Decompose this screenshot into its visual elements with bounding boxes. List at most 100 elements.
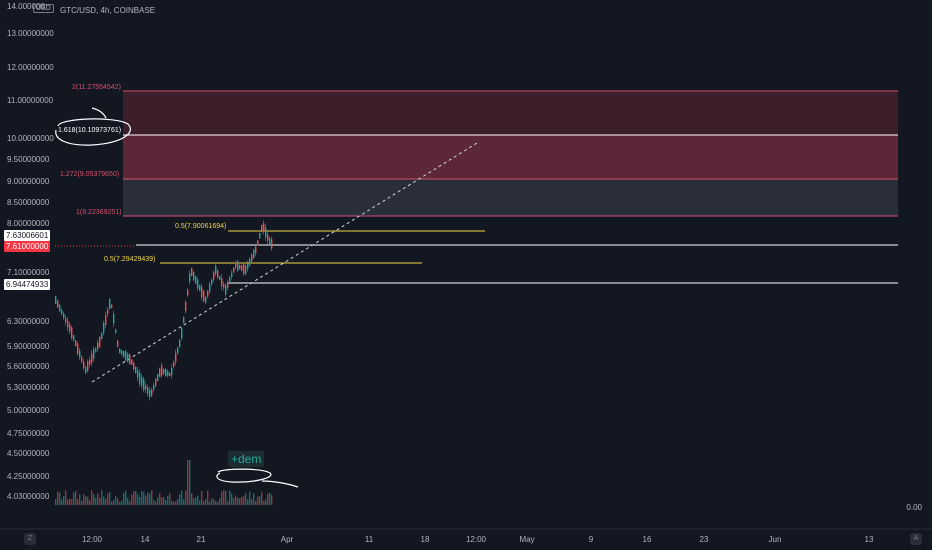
currency-tag[interactable]: USD (33, 4, 54, 13)
price-axis-label: 5.00000000 (7, 406, 50, 415)
volume-bar (127, 497, 129, 505)
candle-body (115, 329, 117, 333)
volume-bar (91, 490, 93, 505)
volume-bar (73, 492, 75, 505)
candle-body (125, 351, 127, 361)
volume-bar (189, 460, 191, 505)
price-axis-label: 13.00000000 (7, 29, 54, 38)
candle-body (249, 258, 251, 266)
volume-bar (95, 497, 97, 505)
time-axis-label: 11 (364, 535, 374, 544)
time-axis-label: 12:00 (81, 535, 103, 544)
candle-body (189, 273, 191, 282)
candle-body (149, 390, 151, 397)
volume-bar (105, 498, 107, 505)
volume-bar (139, 497, 141, 505)
volume-bar (133, 491, 135, 505)
volume-series (55, 460, 273, 505)
candle-body (177, 347, 179, 354)
fib-zone-1272-1 (123, 179, 898, 216)
price-axis-label: 4.50000000 (7, 449, 50, 458)
volume-bar (241, 497, 243, 505)
volume-bar (219, 498, 221, 505)
candle-body (103, 323, 105, 333)
volume-bar (167, 495, 169, 505)
candle-body (77, 343, 79, 354)
volume-bar (59, 492, 61, 505)
price-axis-label: 8.00000000 (7, 219, 50, 228)
volume-axis-zero: 0.00 (906, 503, 922, 512)
candle-body (223, 284, 225, 288)
volume-bar (175, 501, 177, 505)
volume-bar (115, 496, 117, 505)
time-axis-label: 16 (642, 535, 652, 544)
volume-bar (207, 490, 209, 505)
candle-body (71, 327, 73, 339)
candle-body (243, 264, 245, 274)
candle-body (67, 320, 69, 328)
candle-body (217, 270, 219, 278)
volume-bar (165, 500, 167, 505)
volume-bar (227, 501, 229, 505)
candle-body (161, 365, 163, 376)
candle-body (105, 315, 107, 325)
volume-bar (141, 491, 143, 505)
price-axis-label: 4.03000000 (7, 492, 50, 501)
auto-scale-button[interactable]: A (910, 533, 922, 545)
volume-bar (181, 490, 183, 505)
volume-bar (137, 493, 139, 505)
candle-body (267, 234, 269, 241)
volume-bar (77, 499, 79, 505)
volume-bar (83, 494, 85, 505)
candlestick-series[interactable] (55, 220, 273, 401)
zoom-button[interactable]: Z (24, 533, 36, 545)
hand-drawn-circle[interactable] (55, 107, 131, 146)
volume-bar (111, 501, 113, 505)
fib-label-1: 1(8.22369251) (76, 209, 122, 216)
volume-bar (161, 497, 163, 505)
volume-bar (201, 490, 203, 505)
volume-bar (247, 498, 249, 505)
volume-bar (93, 494, 95, 505)
volume-bar (171, 500, 173, 505)
volume-bar (179, 494, 181, 505)
volume-bar (67, 499, 69, 505)
volume-bar (63, 496, 65, 505)
candle-body (155, 378, 157, 387)
volume-bar (229, 490, 231, 505)
volume-bar (223, 490, 225, 505)
volume-bar (57, 491, 59, 505)
price-axis-label: 8.50000000 (7, 198, 50, 207)
volume-bar (65, 490, 67, 505)
volume-bar (217, 501, 219, 505)
volume-bar (117, 498, 119, 505)
time-axis-label: Jun (768, 535, 782, 544)
candle-body (165, 368, 167, 377)
volume-bar (267, 493, 269, 505)
candle-body (221, 277, 223, 287)
volume-bar (69, 498, 71, 505)
volume-bar (79, 494, 81, 505)
symbol-title[interactable]: GTC/USD, 4h, COINBASE (60, 6, 156, 15)
candle-body (187, 289, 189, 296)
last-price-tag: 7.61000000 (4, 241, 51, 252)
price-axis-label: 5.30000000 (7, 383, 50, 392)
candle-body (207, 291, 209, 297)
text-annotation[interactable]: +dem (228, 451, 265, 467)
volume-bar (129, 501, 131, 505)
volume-bar (125, 490, 127, 505)
price-axis-label: 11.00000000 (7, 96, 54, 105)
candle-body (123, 351, 125, 358)
volume-bar (195, 497, 197, 505)
volume-bar (245, 493, 247, 505)
hand-drawn-underline[interactable] (216, 468, 299, 488)
candle-body (171, 367, 173, 376)
fib-label-1272: 1.272(9.05379650) (60, 171, 120, 178)
volume-bar (85, 496, 87, 505)
volume-bar (221, 491, 223, 505)
candle-body (185, 302, 187, 312)
candle-body (55, 296, 57, 304)
volume-bar (55, 499, 57, 505)
volume-bar (71, 499, 73, 505)
